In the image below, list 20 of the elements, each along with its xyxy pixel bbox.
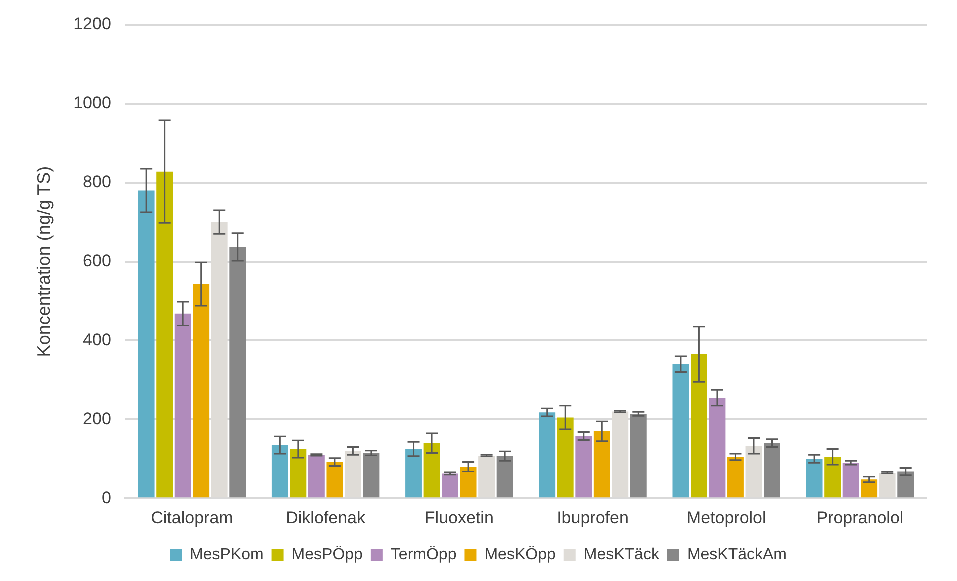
y-tick-label: 400 bbox=[83, 330, 112, 350]
legend-label: MesKÖpp bbox=[484, 545, 556, 564]
y-tick-label: 0 bbox=[102, 488, 112, 508]
x-tick-label: Diklofenak bbox=[286, 508, 366, 528]
legend-label: MesPKom bbox=[190, 546, 264, 564]
y-tick-label: 200 bbox=[83, 409, 112, 428]
y-axis-title: Koncentration (ng/g TS) bbox=[34, 166, 54, 358]
x-tick-label: Fluoxetin bbox=[424, 508, 494, 528]
legend-label: MesKTäckAm bbox=[687, 546, 788, 564]
y-tick-label: 600 bbox=[83, 251, 112, 270]
y-tick-label: 1200 bbox=[74, 14, 112, 34]
legend-label: MesKTäck bbox=[584, 546, 660, 564]
y-tick-label: 1000 bbox=[74, 94, 112, 113]
x-tick-label: Propranolol bbox=[816, 508, 904, 528]
x-tick-label: Metoprolol bbox=[686, 508, 766, 528]
legend-label: MesPÖpp bbox=[292, 545, 364, 564]
x-tick-label: Ibuprofen bbox=[557, 508, 629, 528]
legend-label: TermÖpp bbox=[390, 545, 457, 564]
y-tick-label: 800 bbox=[83, 172, 112, 192]
x-tick-label: Citalopram bbox=[151, 508, 234, 528]
